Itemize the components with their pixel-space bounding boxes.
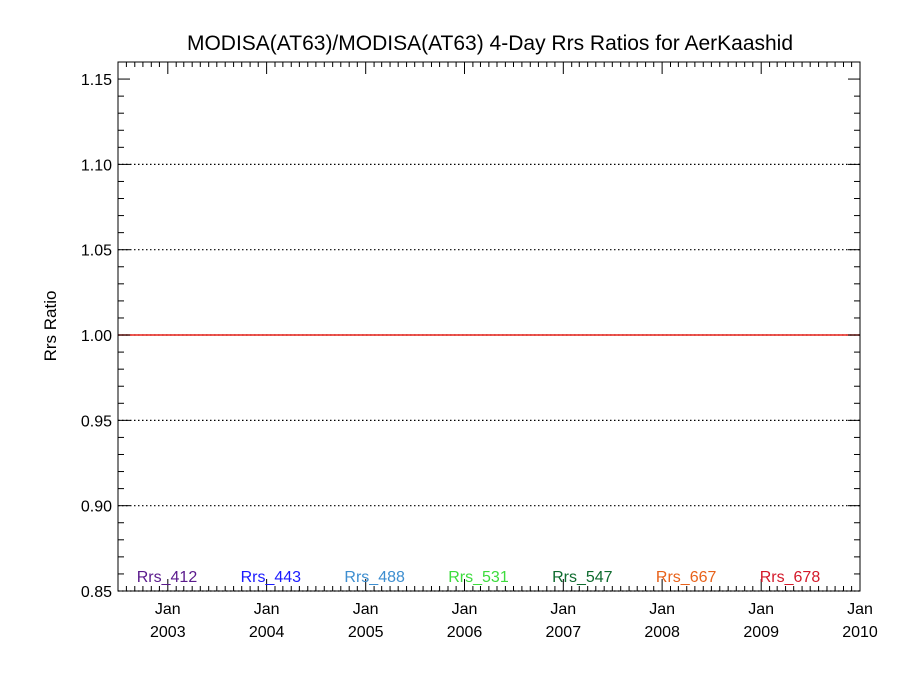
chart-title: MODISA(AT63)/MODISA(AT63) 4-Day Rrs Rati… xyxy=(187,32,793,55)
y-tick-label: 0.85 xyxy=(81,584,112,601)
legend-item: Rrs_443 xyxy=(241,569,302,586)
legend-item: Rrs_488 xyxy=(344,569,405,586)
x-tick-label-year: 2008 xyxy=(644,624,680,641)
gridlines xyxy=(118,163,860,592)
x-axis-ticks: Jan 2003 Jan 2004 Jan 2005 Jan 2006 Jan 2007 Jan 20… xyxy=(117,62,878,641)
plot-frame xyxy=(117,61,861,592)
x-tick-label-year: 2005 xyxy=(348,624,384,641)
y-axis-ticks: 0.85 0.90 0.95 1.00 1.05 1.10 1.15 xyxy=(81,61,860,601)
x-tick-label-month: Jan xyxy=(353,601,379,618)
x-tick-label-month: Jan xyxy=(452,601,478,618)
y-tick-label: 1.10 xyxy=(81,157,112,174)
x-tick-label-year: 2004 xyxy=(249,624,285,641)
legend-item: Rrs_547 xyxy=(552,569,613,586)
y-tick-label: 1.15 xyxy=(81,72,112,89)
x-tick-label-month: Jan xyxy=(254,601,280,618)
x-tick-label-month: Jan xyxy=(748,601,774,618)
y-axis-label: Rrs Ratio xyxy=(41,291,60,362)
x-tick-label-month: Jan xyxy=(155,601,181,618)
x-tick-label-year: 2003 xyxy=(150,624,186,641)
x-tick-label-year: 2009 xyxy=(743,624,779,641)
y-tick-label: 1.00 xyxy=(81,328,112,345)
x-tick-label-year: 2010 xyxy=(842,624,878,641)
legend-item: Rrs_678 xyxy=(760,569,821,586)
legend-item: Rrs_667 xyxy=(656,569,717,586)
legend-item: Rrs_531 xyxy=(448,569,509,586)
y-tick-label: 1.05 xyxy=(81,243,112,260)
y-tick-label: 0.95 xyxy=(81,413,112,430)
x-tick-label-month: Jan xyxy=(550,601,576,618)
legend-item: Rrs_412 xyxy=(137,569,198,586)
x-tick-label-year: 2007 xyxy=(546,624,582,641)
x-tick-label-year: 2006 xyxy=(447,624,483,641)
x-tick-label-month: Jan xyxy=(649,601,675,618)
y-tick-label: 0.90 xyxy=(81,499,112,516)
legend: Rrs_412 Rrs_443 Rrs_488 Rrs_531 Rrs_547 Rrs_6… xyxy=(137,569,821,586)
x-tick-label-month: Jan xyxy=(847,601,873,618)
